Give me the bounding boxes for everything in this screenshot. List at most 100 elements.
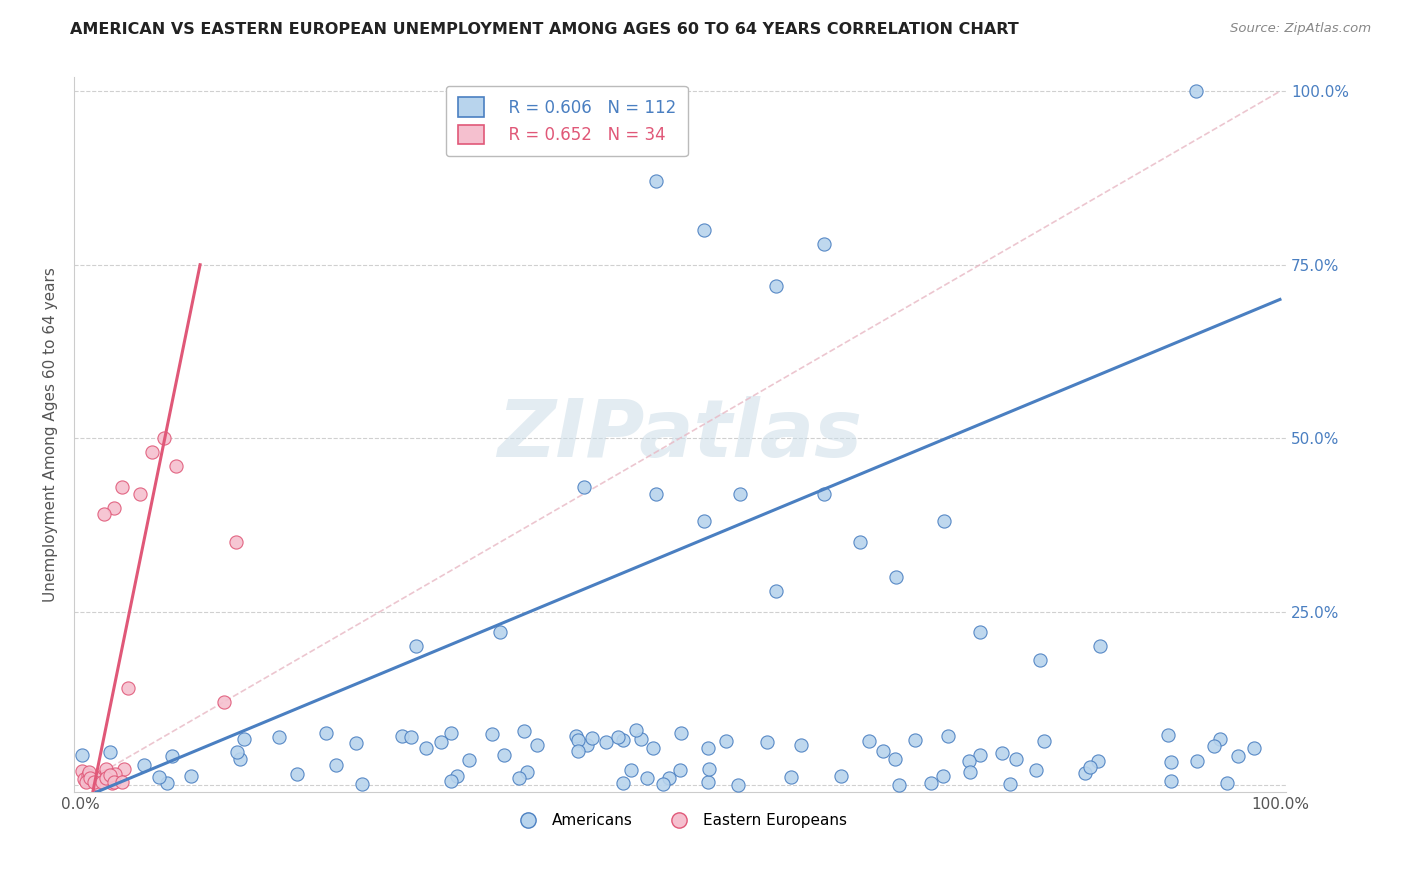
- Point: [813, 236, 835, 251]
- Point: [716, 733, 738, 747]
- Point: [849, 535, 872, 549]
- Text: AMERICAN VS EASTERN EUROPEAN UNEMPLOYMENT AMONG AGES 60 TO 64 YEARS CORRELATION : AMERICAN VS EASTERN EUROPEAN UNEMPLOYMEN…: [70, 22, 1019, 37]
- Point: [267, 730, 290, 744]
- Point: [111, 774, 134, 789]
- Point: [90, 774, 112, 789]
- Point: [1087, 755, 1109, 769]
- Legend: Americans, Eastern Europeans: Americans, Eastern Europeans: [506, 807, 853, 834]
- Point: [969, 747, 991, 762]
- Point: [98, 745, 121, 759]
- Point: [727, 778, 749, 792]
- Point: [671, 726, 693, 740]
- Point: [508, 771, 530, 785]
- Point: [1078, 759, 1101, 773]
- Point: [103, 774, 125, 789]
- Point: [111, 480, 134, 494]
- Point: [1185, 84, 1208, 98]
- Point: [575, 738, 598, 752]
- Point: [101, 776, 124, 790]
- Point: [969, 625, 991, 640]
- Point: [1088, 640, 1111, 654]
- Point: [1160, 755, 1182, 769]
- Point: [415, 741, 437, 756]
- Point: [780, 770, 803, 784]
- Point: [89, 770, 111, 784]
- Point: [75, 774, 97, 789]
- Point: [564, 730, 586, 744]
- Point: [79, 764, 101, 779]
- Point: [346, 736, 368, 750]
- Point: [77, 773, 100, 788]
- Point: [112, 762, 135, 776]
- Point: [620, 763, 643, 777]
- Point: [1202, 739, 1225, 754]
- Point: [1160, 774, 1182, 789]
- Point: [155, 776, 177, 790]
- Point: [93, 508, 115, 522]
- Point: [1156, 728, 1178, 742]
- Point: [315, 725, 337, 739]
- Point: [84, 772, 107, 786]
- Point: [572, 480, 595, 494]
- Point: [624, 723, 647, 737]
- Point: [86, 774, 108, 789]
- Point: [76, 767, 98, 781]
- Point: [697, 775, 720, 789]
- Point: [285, 767, 308, 781]
- Point: [82, 772, 104, 786]
- Point: [858, 733, 880, 747]
- Point: [991, 746, 1014, 760]
- Point: [1033, 733, 1056, 747]
- Point: [160, 749, 183, 764]
- Point: [884, 570, 907, 584]
- Point: [141, 445, 163, 459]
- Point: [789, 738, 811, 752]
- Point: [1025, 763, 1047, 777]
- Point: [595, 735, 617, 749]
- Point: [645, 174, 668, 188]
- Point: [1005, 752, 1028, 766]
- Point: [391, 730, 413, 744]
- Point: [959, 764, 981, 779]
- Point: [1074, 765, 1097, 780]
- Point: [696, 741, 718, 756]
- Point: [86, 777, 108, 791]
- Point: [932, 515, 955, 529]
- Point: [72, 772, 94, 786]
- Point: [697, 763, 720, 777]
- Point: [872, 744, 894, 758]
- Point: [229, 752, 252, 766]
- Point: [1243, 740, 1265, 755]
- Point: [94, 769, 117, 783]
- Point: [693, 515, 716, 529]
- Point: [70, 747, 93, 762]
- Point: [1187, 754, 1209, 768]
- Point: [765, 278, 787, 293]
- Point: [446, 769, 468, 783]
- Point: [481, 726, 503, 740]
- Point: [70, 764, 93, 778]
- Point: [904, 733, 927, 747]
- Point: [641, 741, 664, 756]
- Point: [132, 758, 155, 772]
- Text: ZIPatlas: ZIPatlas: [498, 396, 862, 474]
- Point: [756, 734, 779, 748]
- Point: [440, 774, 463, 789]
- Point: [606, 730, 628, 744]
- Point: [405, 640, 427, 654]
- Point: [526, 738, 548, 752]
- Point: [104, 766, 127, 780]
- Point: [492, 748, 515, 763]
- Y-axis label: Unemployment Among Ages 60 to 64 years: Unemployment Among Ages 60 to 64 years: [44, 268, 58, 602]
- Point: [325, 758, 347, 772]
- Point: [129, 486, 152, 500]
- Point: [117, 681, 139, 695]
- Point: [79, 771, 101, 785]
- Point: [884, 751, 907, 765]
- Point: [636, 771, 658, 785]
- Point: [957, 754, 980, 768]
- Point: [1209, 732, 1232, 747]
- Point: [567, 744, 589, 758]
- Point: [612, 732, 634, 747]
- Point: [225, 535, 247, 549]
